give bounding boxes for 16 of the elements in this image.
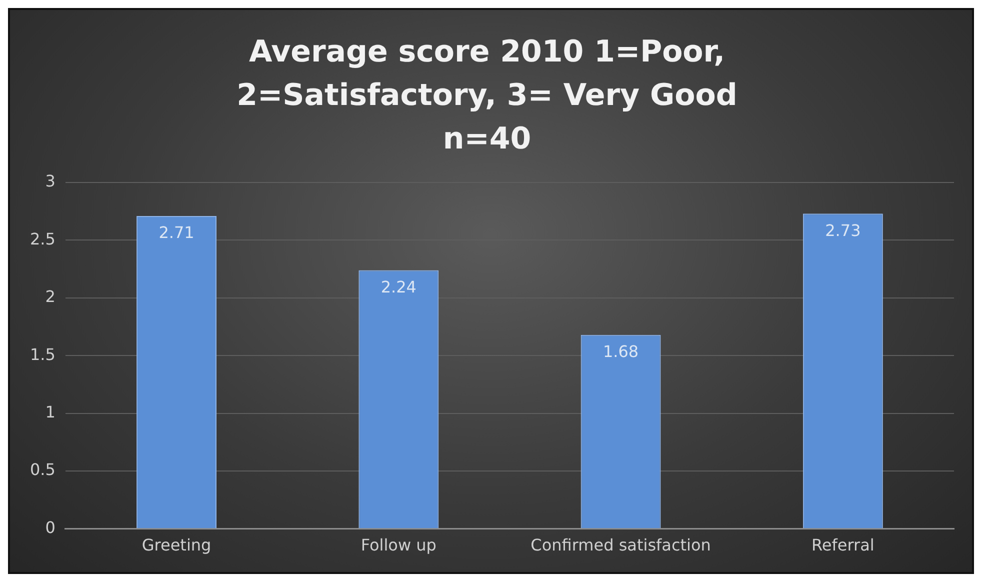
x-tick-label: Referral xyxy=(812,536,874,555)
y-tick-label: 2.5 xyxy=(30,229,56,248)
data-label: 2.71 xyxy=(158,223,194,242)
data-label: 1.68 xyxy=(602,342,639,362)
y-tick-label: 3 xyxy=(45,172,56,191)
data-label: 2.73 xyxy=(825,220,861,240)
x-tick-label: Confirmed satisfaction xyxy=(530,536,711,555)
y-tick-label: 1.5 xyxy=(30,344,56,364)
y-tick-label: 0 xyxy=(45,518,56,537)
data-label: 2.24 xyxy=(380,277,416,296)
y-tick-label: 2 xyxy=(45,287,56,306)
x-tick-label: Greeting xyxy=(142,536,212,555)
x-tick-label: Follow up xyxy=(360,536,436,555)
y-tick-label: 0.5 xyxy=(30,460,56,480)
chart-title: Average score 2010 1=Poor, 2=Satisfactory, 3= Very Good n=40 xyxy=(236,34,738,157)
y-tick-label: 1 xyxy=(45,402,56,422)
